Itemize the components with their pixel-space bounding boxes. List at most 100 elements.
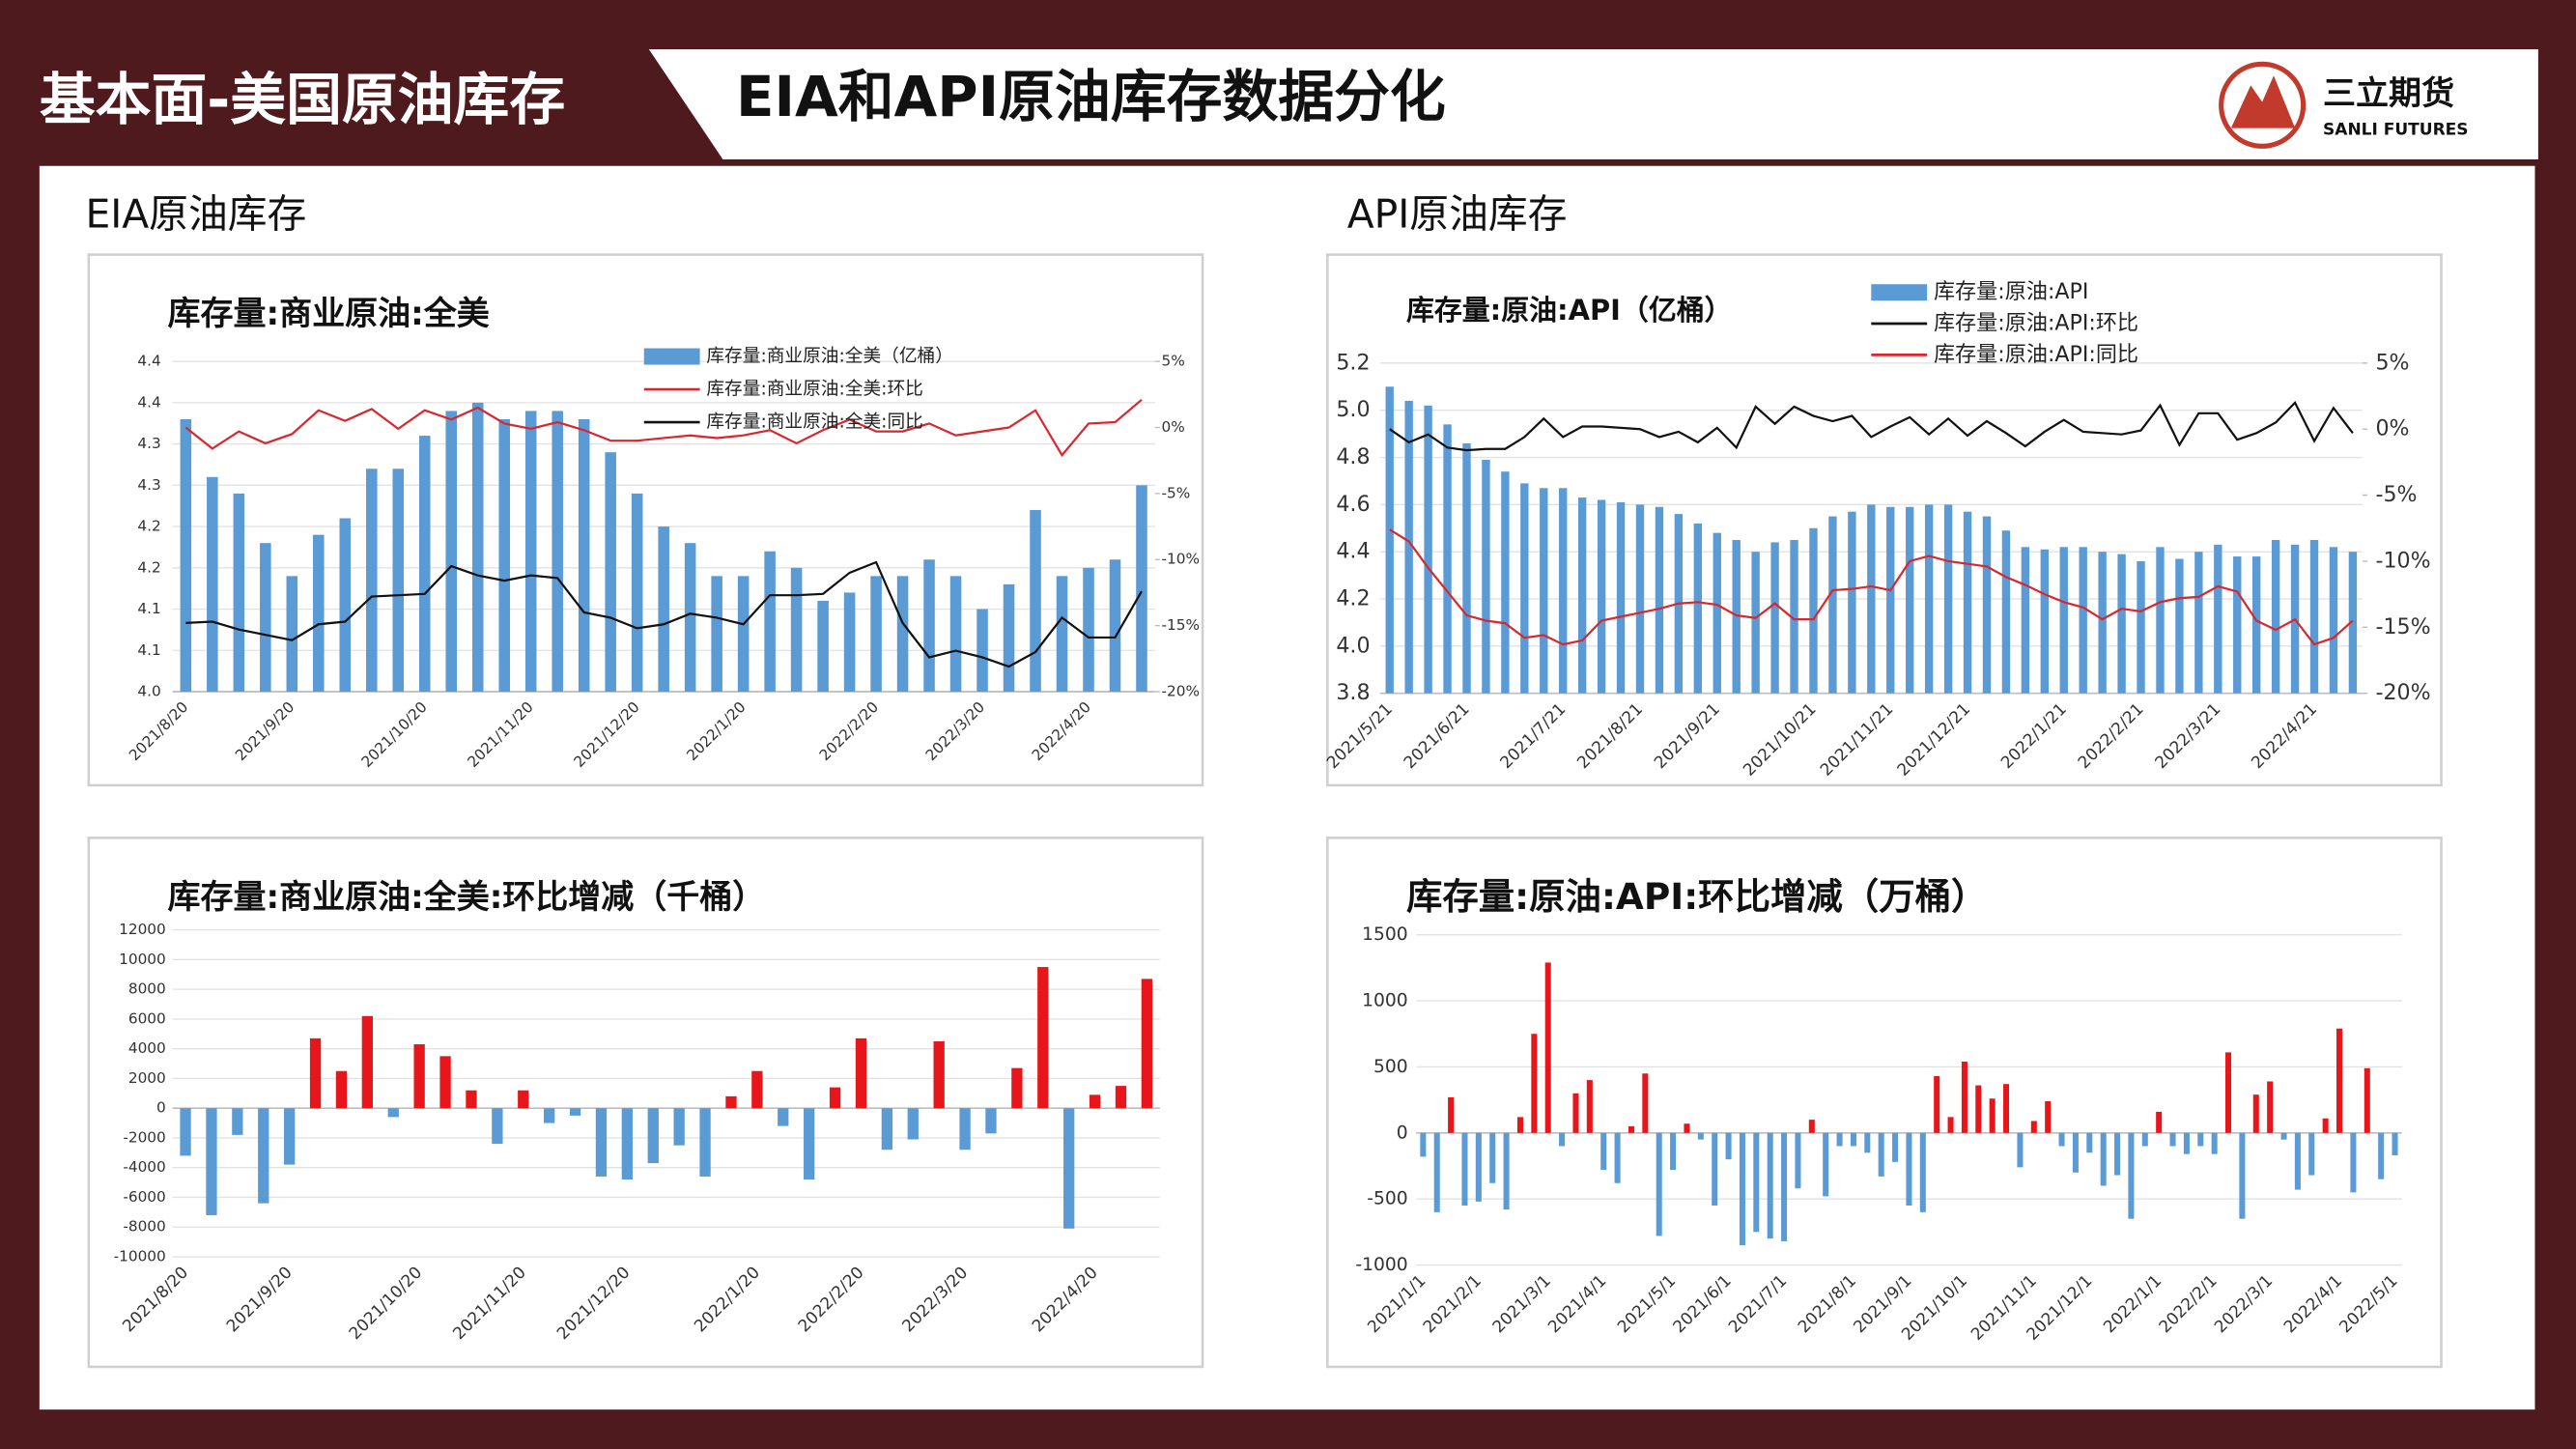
bar (1713, 532, 1721, 694)
bar (1864, 1132, 1871, 1153)
chart: 库存量:商业原油:全美 4.0 4.1 4.1 4.2 4.2 4.3 4.3 4.4 4.4 -2… (87, 253, 1204, 787)
bar (1836, 1132, 1843, 1147)
bar (1572, 1093, 1579, 1133)
bar (578, 418, 590, 692)
bar (1089, 1094, 1101, 1109)
bar (2378, 1132, 2385, 1179)
bar (1781, 1132, 1788, 1241)
bar (1947, 1117, 1954, 1133)
bar (2183, 1132, 2190, 1154)
y-tick-label: 5.0 (1336, 397, 1370, 422)
y-tick-label: 10000 (119, 951, 166, 968)
bar (2001, 530, 2011, 694)
bar (1963, 511, 1972, 694)
legend-label: 库存量:商业原油:全美:同比 (706, 412, 922, 433)
bar (1924, 504, 1934, 694)
bar (2079, 547, 2087, 694)
bar (647, 1108, 659, 1164)
bar (2086, 1132, 2093, 1153)
legend-label: 库存量:原油:API (1934, 279, 2088, 304)
bar (2271, 539, 2280, 694)
bar (949, 576, 962, 692)
chart-title: 库存量:商业原油:全美 (167, 295, 489, 333)
bar (1655, 506, 1664, 694)
y-tick-label: 500 (1373, 1057, 1408, 1077)
bar (1597, 499, 1606, 694)
bar (977, 609, 988, 692)
header-band (648, 49, 2538, 159)
bar (1886, 506, 1895, 694)
bar (2294, 1132, 2301, 1190)
bar (2214, 544, 2222, 694)
bar (1628, 1125, 1634, 1133)
bar (1919, 1132, 1926, 1212)
y-tick-label: 4.4 (1336, 539, 1370, 564)
bar (1063, 1108, 1075, 1229)
bar (1501, 471, 1510, 694)
bar (2098, 552, 2107, 694)
logo-subname: SANLI FUTURES (2323, 120, 2468, 139)
bar (2197, 1132, 2204, 1147)
line-series (1389, 400, 2354, 452)
bar (1531, 1034, 1538, 1133)
legend-label: 库存量:原油:API:同比 (1934, 342, 2138, 367)
chart: 库存量:商业原油:全美:环比增减（千桶） -10000 -8000 -6000 -400… (87, 837, 1204, 1369)
y-tick-label: 4.1 (137, 641, 160, 659)
bar (1878, 1132, 1884, 1177)
bar (1697, 1132, 1704, 1140)
legend-swatch (1871, 284, 1928, 301)
bar (1712, 1132, 1718, 1206)
bar (2114, 1132, 2121, 1176)
y-tick-label: 4.1 (137, 600, 160, 617)
bar (1037, 967, 1049, 1109)
y2-tick-label: 5% (2375, 350, 2409, 375)
bar (2392, 1132, 2398, 1156)
bar (2169, 1132, 2176, 1147)
bar (286, 576, 298, 692)
y2-tick-label: -5% (2375, 482, 2417, 507)
y-tick-label: 4.2 (137, 558, 160, 576)
bar (881, 1108, 893, 1151)
bar (1989, 1098, 1996, 1133)
bar (843, 592, 856, 692)
bar (605, 452, 616, 692)
legend-label: 库存量:商业原油:全美（亿桶） (706, 347, 953, 367)
bar (258, 1108, 269, 1204)
bar (1635, 504, 1645, 694)
bar (2267, 1081, 2274, 1133)
bar (1614, 1132, 1621, 1183)
chart-title: 库存量:原油:API:环比增减（万桶） (1406, 875, 1987, 918)
bar (737, 576, 750, 692)
bar (1420, 1132, 1427, 1157)
bar (1982, 516, 1992, 694)
y-tick-label: 2000 (128, 1069, 166, 1087)
bar (1934, 1075, 1940, 1133)
bar (2156, 547, 2165, 694)
y2-tick-label: -20% (1162, 682, 1201, 699)
bar (1544, 962, 1551, 1133)
bar (2252, 1094, 2259, 1133)
y-tick-label: 4000 (128, 1039, 166, 1057)
y-tick-label: 4.2 (137, 518, 160, 535)
y2-tick-label: 5% (1162, 353, 1185, 370)
bar (2280, 1132, 2287, 1140)
bar (439, 1056, 451, 1109)
chart-frame (87, 253, 1204, 787)
bar (684, 543, 696, 692)
bar (232, 1108, 243, 1135)
bar (1489, 1132, 1496, 1183)
bar (2045, 1100, 2052, 1133)
bar (1109, 559, 1121, 692)
bar (392, 469, 405, 692)
bar (1448, 1096, 1455, 1133)
bar (260, 543, 271, 692)
bar (1424, 405, 1432, 694)
bar (1850, 1132, 1856, 1147)
bar (1642, 1073, 1649, 1133)
y2-tick-label: -5% (1162, 484, 1191, 501)
chart: 库存量:原油:API:环比增减（万桶） -1000 -500 0 500 1000 1500… (1326, 837, 2443, 1369)
bar (2364, 1067, 2370, 1133)
bar (2156, 1111, 2163, 1133)
bar (466, 1090, 477, 1109)
